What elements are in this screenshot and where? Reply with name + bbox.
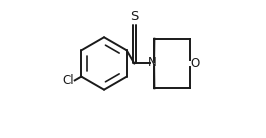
Text: N: N (148, 56, 157, 69)
Text: O: O (191, 57, 200, 70)
Text: S: S (130, 10, 139, 23)
Text: Cl: Cl (63, 74, 74, 87)
